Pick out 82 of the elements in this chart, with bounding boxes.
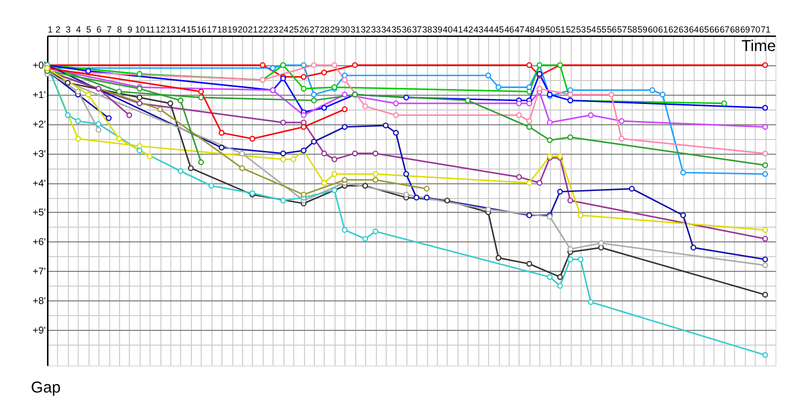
x-tick-label: 48 xyxy=(524,24,535,34)
x-tick-label: 55 xyxy=(596,24,607,34)
x-tick-label: 22 xyxy=(258,24,268,34)
x-tick-label: 23 xyxy=(268,24,278,34)
x-tick-label: 61 xyxy=(658,24,668,34)
x-tick-label: 50 xyxy=(545,24,556,34)
x-tick-label: 11 xyxy=(146,24,155,34)
x-tick-label: 26 xyxy=(299,24,310,34)
x-tick-label: 13 xyxy=(166,24,176,34)
x-tick-label: 51 xyxy=(556,24,566,34)
x-tick-label: 25 xyxy=(288,24,299,34)
x-tick-label: 53 xyxy=(576,24,586,34)
x-tick-label: 65 xyxy=(699,24,710,34)
x-tick-label: 68 xyxy=(730,24,740,34)
x-tick-label: 64 xyxy=(688,24,699,34)
x-tick-label: 7 xyxy=(106,24,112,34)
x-tick-label: 19 xyxy=(227,24,238,34)
x-tick-label: 67 xyxy=(720,24,730,34)
x-tick-label: 3 xyxy=(66,24,71,34)
x-tick-label: 49 xyxy=(535,24,546,34)
x-tick-label: 69 xyxy=(740,24,750,34)
x-tick-label: 44 xyxy=(484,24,494,34)
x-tick-label: 46 xyxy=(504,24,514,34)
x-tick-label: 8 xyxy=(117,24,122,34)
x-tick-label: 34 xyxy=(381,24,392,34)
y-axis-title: Gap xyxy=(30,379,61,396)
x-tick-label: 10 xyxy=(135,24,146,34)
x-tick-label: 31 xyxy=(350,24,360,34)
x-tick-label: 47 xyxy=(514,24,524,34)
x-axis-title: Time xyxy=(742,38,776,55)
x-tick-label: 42 xyxy=(463,24,474,34)
x-tick-label: 1 xyxy=(48,24,53,34)
x-tick-label: 56 xyxy=(606,24,617,34)
x-tick-label: 21 xyxy=(248,24,258,34)
x-tick-label: 37 xyxy=(412,24,422,34)
y-tick-label: +7' xyxy=(32,266,46,278)
x-tick-label: 18 xyxy=(217,24,228,34)
x-tick-label: 4 xyxy=(76,24,82,34)
x-tick-label: 16 xyxy=(196,24,207,34)
x-tick-label: 17 xyxy=(206,24,217,34)
x-tick-label: 14 xyxy=(176,24,186,34)
y-tick-label: +9' xyxy=(32,325,46,336)
x-tick-label: 20 xyxy=(238,24,248,34)
x-tick-label: 6 xyxy=(96,24,102,34)
x-tick-label: 2 xyxy=(56,24,61,34)
x-tick-label: 54 xyxy=(586,24,596,34)
x-tick-label: 35 xyxy=(392,24,402,34)
y-tick-label: +5' xyxy=(32,208,46,219)
x-tick-label: 70 xyxy=(750,24,760,34)
x-tick-label: 57 xyxy=(617,24,628,34)
x-tick-label: 36 xyxy=(402,24,412,34)
x-tick-label: 59 xyxy=(638,24,648,34)
x-tick-label: 62 xyxy=(668,24,678,34)
y-tick-label: +8' xyxy=(32,296,46,308)
x-tick-label: 71 xyxy=(760,24,771,34)
x-tick-label: 29 xyxy=(330,24,340,34)
y-tick-label: +2' xyxy=(32,119,46,130)
x-tick-label: 38 xyxy=(422,24,432,34)
x-tick-label: 40 xyxy=(442,24,453,34)
x-tick-label: 52 xyxy=(566,24,576,34)
x-tick-label: 41 xyxy=(453,24,463,34)
x-tick-label: 28 xyxy=(320,24,330,34)
x-tick-label: 66 xyxy=(709,24,720,34)
y-tick-label: +4' xyxy=(32,178,46,190)
y-tick-label: +3' xyxy=(32,148,46,160)
x-tick-label: 32 xyxy=(360,24,371,34)
x-tick-label: 12 xyxy=(156,24,166,34)
x-tick-label: 58 xyxy=(627,24,638,34)
x-tick-label: 5 xyxy=(86,24,92,34)
x-tick-label: 30 xyxy=(340,24,350,34)
x-tick-label: 39 xyxy=(432,24,442,34)
x-tick-label: 45 xyxy=(494,24,504,34)
x-tick-label: 60 xyxy=(648,24,658,34)
x-tick-label: 63 xyxy=(678,24,689,34)
x-tick-label: 24 xyxy=(278,24,289,34)
y-tick-label: +6' xyxy=(32,237,46,248)
x-tick-label: 27 xyxy=(309,24,320,34)
x-tick-label: 43 xyxy=(474,24,484,34)
x-tick-label: 15 xyxy=(186,24,196,34)
x-tick-label: 9 xyxy=(127,24,132,34)
y-tick-label: +1' xyxy=(32,90,46,102)
x-tick-label: 33 xyxy=(370,24,381,34)
